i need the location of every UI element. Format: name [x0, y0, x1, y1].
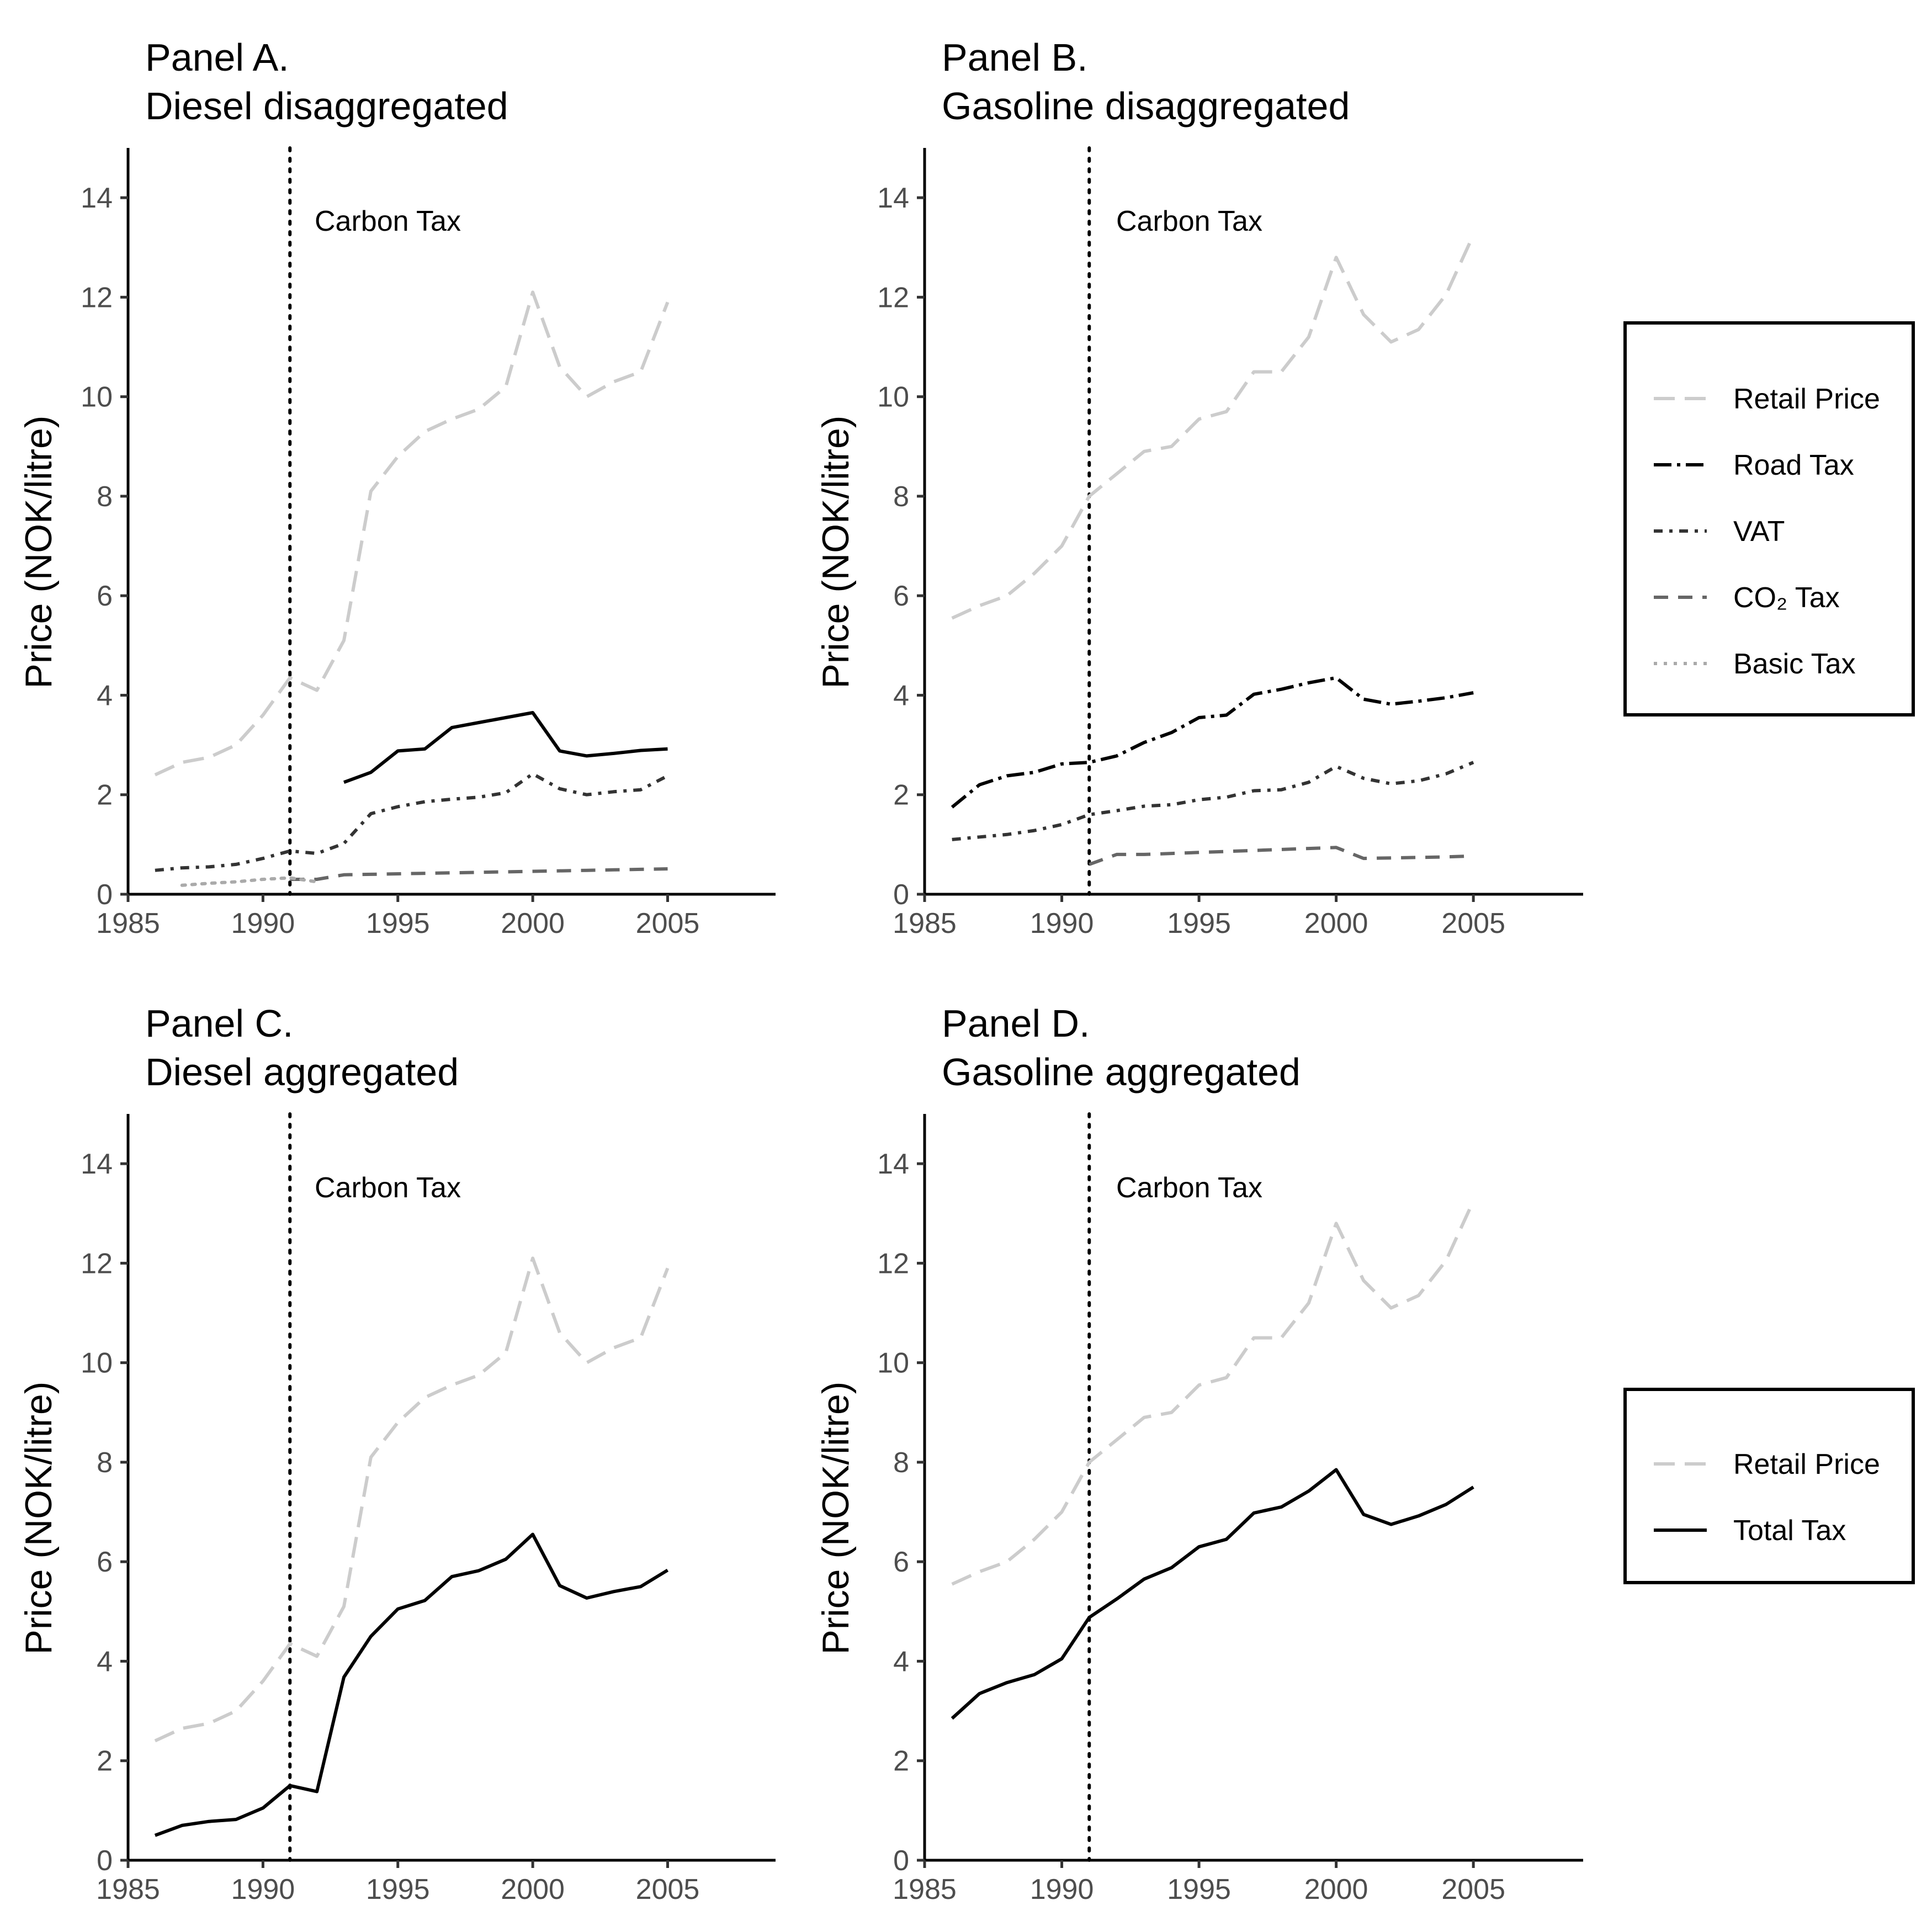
panel-b-y-tick-label: 10 [877, 381, 909, 413]
panel-c-series-retail-price [154, 1256, 670, 1743]
panel-b-y-tick-label: 8 [893, 481, 909, 513]
panel-d-y-tick-label: 0 [893, 1845, 909, 1877]
panel-c-y-tick-label: 8 [97, 1447, 113, 1479]
panel-a-y-axis-label: Price (NOK/litre) [18, 416, 60, 689]
legend-top-label-basic-tax: Basic Tax [1733, 648, 1856, 680]
panel-c-y-tick-label: 14 [81, 1148, 113, 1180]
panel-a-series-basic-tax [180, 876, 319, 887]
panel-d-series-total-tax [951, 1468, 1474, 1720]
panel-d-y-tick-label: 4 [893, 1646, 909, 1678]
panel-b-y-tick-label: 2 [893, 779, 909, 811]
panel-c-y-tick-label: 6 [97, 1546, 113, 1578]
panel-c-y-tick-label: 4 [97, 1646, 113, 1678]
panel-a: Panel A. Diesel disaggregated Price (NOK… [18, 36, 776, 940]
legend-bottom-label-retail-price: Retail Price [1733, 1448, 1880, 1480]
legend-bottom: Retail Price Total Tax [1623, 1388, 1915, 1584]
panel-d-y-tick-label: 8 [893, 1447, 909, 1479]
panel-a-plot: 0 2 4 6 8 10 12 14 1985 1990 1995 2000 2005 [81, 146, 776, 940]
panel-b-x-tick-label: 1990 [1030, 907, 1094, 940]
panel-d-title-line1: Panel D. [942, 1002, 1090, 1045]
panel-b-x-tick-label: 2005 [1441, 907, 1505, 940]
panel-b-carbon-tax-label: Carbon Tax [1116, 205, 1262, 237]
panel-d-y-tick-label: 12 [877, 1248, 909, 1280]
panel-a-y-tick-label: 6 [97, 580, 113, 612]
panel-c-x-tick-label: 2005 [636, 1873, 700, 1906]
panel-d-x-tick-label: 1995 [1167, 1873, 1231, 1906]
panel-d-carbon-tax-label: Carbon Tax [1116, 1172, 1262, 1204]
panel-a-x-tick-label: 1990 [231, 907, 295, 940]
panel-c-x-tick-label: 1995 [366, 1873, 430, 1906]
panel-b-x-tick-label: 1985 [893, 907, 957, 940]
panel-a-y-tick-label: 2 [97, 779, 113, 811]
panel-a-y-tick-label: 0 [97, 879, 113, 911]
panel-c-plot: 0 2 4 6 8 10 12 14 1985 1990 1995 2000 2005 [81, 1112, 776, 1906]
panel-c-y-tick-label: 12 [81, 1248, 113, 1280]
panel-d-x-tick-label: 2005 [1441, 1873, 1505, 1906]
panel-b-plot: 0 2 4 6 8 10 12 14 1985 1990 1995 2000 2005 [877, 146, 1583, 940]
panel-d-plot: 0 2 4 6 8 10 12 14 1985 1990 1995 2000 2005 [877, 1112, 1583, 1906]
panel-c-carbon-tax-label: Carbon Tax [315, 1172, 461, 1204]
legend-top-label-road-tax: Road Tax [1733, 449, 1854, 481]
panel-d: Panel D. Gasoline aggregated Price (NOK/… [815, 1002, 1583, 1906]
panel-a-x-tick-label: 2000 [501, 907, 565, 940]
panel-d-x-tick-label: 2000 [1304, 1873, 1368, 1906]
panel-d-series-retail-price [951, 1200, 1475, 1586]
legend-top-label-vat: VAT [1733, 516, 1785, 548]
panel-a-x-tick-label: 2005 [636, 907, 700, 940]
panel-c-y-tick-label: 2 [97, 1745, 113, 1777]
panel-b: Panel B. Gasoline disaggregated Price (N… [815, 36, 1583, 940]
panel-a-carbon-tax-label: Carbon Tax [315, 205, 461, 237]
panel-d-y-tick-label: 6 [893, 1546, 909, 1578]
panel-b-y-tick-label: 12 [877, 282, 909, 314]
legend-bottom-box [1623, 1388, 1915, 1584]
panel-d-y-tick-label: 10 [877, 1347, 909, 1379]
panel-a-series-retail-price [154, 290, 670, 777]
legend-top: Retail Price Road Tax VAT CO₂ Tax Basic … [1623, 321, 1915, 716]
panel-c-x-tick-label: 1990 [231, 1873, 295, 1906]
panel-a-y-tick-label: 8 [97, 481, 113, 513]
panel-a-y-tick-label: 14 [81, 182, 113, 214]
panel-c-title-line1: Panel C. [145, 1002, 293, 1045]
panel-b-x-tick-label: 2000 [1304, 907, 1368, 940]
panel-c: Panel C. Diesel aggregated Price (NOK/li… [18, 1002, 776, 1906]
panel-b-series-co2-tax [1089, 846, 1474, 866]
panel-a-x-tick-label: 1995 [366, 907, 430, 940]
legend-top-box [1623, 321, 1915, 716]
panel-c-y-tick-label: 10 [81, 1347, 113, 1379]
panel-b-series-vat [952, 761, 1474, 841]
panel-b-series-road-tax [951, 676, 1474, 809]
panel-b-y-tick-label: 0 [893, 879, 909, 911]
panel-a-title-line1: Panel A. [145, 36, 289, 79]
panel-b-series-retail-price [951, 234, 1475, 620]
panel-a-y-tick-label: 12 [81, 282, 113, 314]
panel-d-y-tick-label: 14 [877, 1148, 909, 1180]
panel-d-y-axis-label: Price (NOK/litre) [815, 1382, 857, 1655]
legend-top-label-retail-price: Retail Price [1733, 383, 1880, 415]
panel-a-y-tick-label: 10 [81, 381, 113, 413]
panel-b-title-line2: Gasoline disaggregated [942, 84, 1350, 128]
panel-d-y-tick-label: 2 [893, 1745, 909, 1777]
panel-c-y-tick-label: 0 [97, 1845, 113, 1877]
panel-d-x-tick-label: 1990 [1030, 1873, 1094, 1906]
panel-d-title-line2: Gasoline aggregated [942, 1050, 1301, 1094]
panel-a-series-road-tax [343, 711, 668, 784]
panel-b-x-tick-label: 1995 [1167, 907, 1231, 940]
panel-b-title-line1: Panel B. [942, 36, 1088, 79]
panel-b-y-tick-label: 4 [893, 680, 909, 712]
panel-c-y-axis-label: Price (NOK/litre) [18, 1382, 60, 1655]
panel-c-x-tick-label: 1985 [96, 1873, 160, 1906]
panel-b-y-axis-label: Price (NOK/litre) [815, 416, 857, 689]
panel-a-x-tick-label: 1985 [96, 907, 160, 940]
panel-b-y-tick-label: 6 [893, 580, 909, 612]
legend-bottom-label-total-tax: Total Tax [1733, 1515, 1846, 1547]
panel-d-x-tick-label: 1985 [893, 1873, 957, 1906]
panel-b-y-tick-label: 14 [877, 182, 909, 214]
panel-c-x-tick-label: 2000 [501, 1873, 565, 1906]
panel-a-title-line2: Diesel disaggregated [145, 84, 508, 128]
legend-top-label-co2-tax: CO₂ Tax [1733, 582, 1840, 614]
panel-c-series-total-tax [154, 1532, 669, 1837]
panel-a-y-tick-label: 4 [97, 680, 113, 712]
panel-c-title-line2: Diesel aggregated [145, 1050, 459, 1094]
